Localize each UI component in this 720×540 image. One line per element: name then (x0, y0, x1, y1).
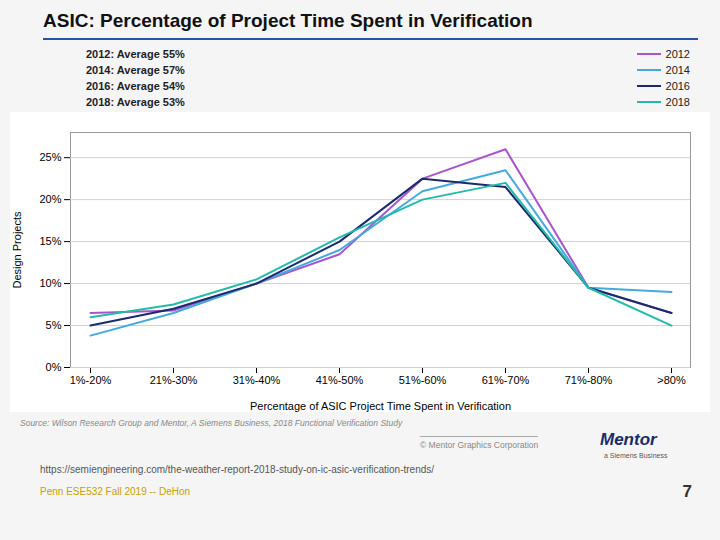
svg-text:15%: 15% (39, 235, 61, 247)
html-text:7: 7 (682, 482, 692, 501)
html-text:Penn ESE532 Fall 2019 -- DeHon: Penn ESE532 Fall 2019 -- DeHon (40, 486, 191, 497)
svg-text:Percentage of ASIC Project Tim: Percentage of ASIC Project Time Spent in… (250, 400, 511, 412)
svg-text:61%-70%: 61%-70% (482, 374, 530, 386)
html-text:ASIC: Percentage of Project Ti: ASIC: Percentage of Project Time Spent i… (43, 10, 533, 31)
svg-text:21%-30%: 21%-30% (150, 374, 198, 386)
html-text:2014: 2014 (665, 64, 690, 76)
html-text:2012: 2012 (665, 48, 690, 60)
html-text:2018: 2018 (665, 96, 690, 108)
svg-text:71%-80%: 71%-80% (565, 374, 613, 386)
svg-text:Design Projects: Design Projects (11, 211, 23, 289)
svg-text:5%: 5% (46, 319, 62, 331)
svg-text:0%: 0% (46, 361, 62, 373)
html-text:Source: Wilson Research Group: Source: Wilson Research Group and Mentor… (20, 418, 403, 428)
html-text:© Mentor Graphics Corporation: © Mentor Graphics Corporation (420, 440, 539, 450)
svg-text:25%: 25% (39, 151, 61, 163)
html-text:2018: Average 53%: 2018: Average 53% (86, 96, 185, 108)
svg-text:41%-50%: 41%-50% (316, 374, 364, 386)
svg-text:20%: 20% (39, 193, 61, 205)
svg-text:10%: 10% (39, 277, 61, 289)
svg-text:51%-60%: 51%-60% (399, 374, 447, 386)
html-text:2016: 2016 (665, 80, 690, 92)
html-text:2014: Average 57%: 2014: Average 57% (86, 64, 185, 76)
svg-text:1%-20%: 1%-20% (70, 374, 112, 386)
html-text:2016: Average 54%: 2016: Average 54% (86, 80, 185, 92)
svg-text:>80%: >80% (657, 374, 686, 386)
html-text:Mentor: Mentor (600, 430, 657, 449)
html-text:https://semiengineering.com/th: https://semiengineering.com/the-weather-… (40, 464, 435, 475)
html-text:a Siemens Business: a Siemens Business (604, 452, 668, 459)
svg-text:31%-40%: 31%-40% (233, 374, 281, 386)
html-text:2012: Average 55%: 2012: Average 55% (86, 48, 185, 60)
